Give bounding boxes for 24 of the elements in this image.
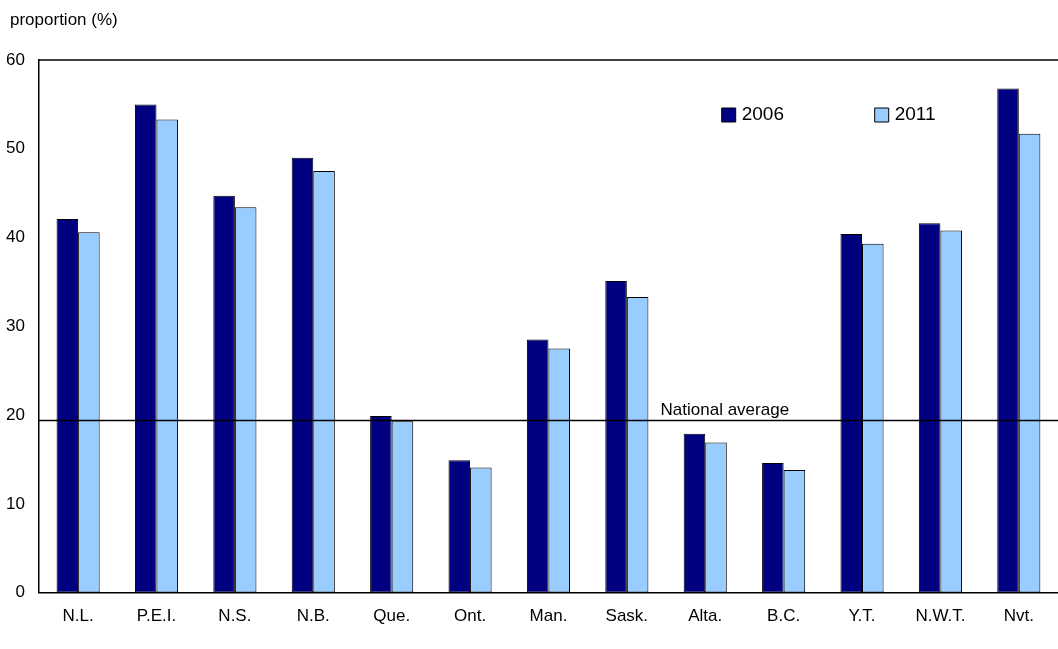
x-tick-label: N.L. bbox=[62, 606, 94, 626]
x-tick-label: P.E.I. bbox=[136, 606, 177, 626]
x-tick-label: N.S. bbox=[218, 606, 252, 626]
ref-line-label: National average bbox=[660, 399, 790, 419]
x-tick-label: B.C. bbox=[767, 606, 801, 626]
y-tick-label: 0 bbox=[15, 582, 25, 602]
x-tick-label: Que. bbox=[373, 606, 411, 626]
y-tick-label: 30 bbox=[5, 315, 25, 335]
x-tick-label: Man. bbox=[529, 606, 568, 626]
x-tick-label: N.B. bbox=[296, 606, 330, 626]
y-tick-label: 50 bbox=[5, 138, 25, 158]
x-tick-label: Sask. bbox=[605, 606, 649, 626]
y-tick-label: 40 bbox=[5, 227, 25, 247]
x-tick-label: Ont. bbox=[454, 606, 487, 626]
legend-label: 2011 bbox=[894, 103, 936, 125]
x-tick-label: N.W.T. bbox=[915, 606, 966, 626]
x-tick-label: Y.T. bbox=[848, 606, 876, 626]
y-tick-label: 20 bbox=[5, 404, 25, 424]
x-tick-label: Alta. bbox=[688, 606, 723, 626]
legend-label: 2006 bbox=[741, 103, 784, 125]
x-tick-label: Nvt. bbox=[1003, 606, 1034, 626]
y-axis-title: proportion (%) bbox=[10, 10, 118, 30]
y-tick-label: 10 bbox=[5, 493, 25, 513]
y-tick-label: 60 bbox=[5, 49, 25, 69]
